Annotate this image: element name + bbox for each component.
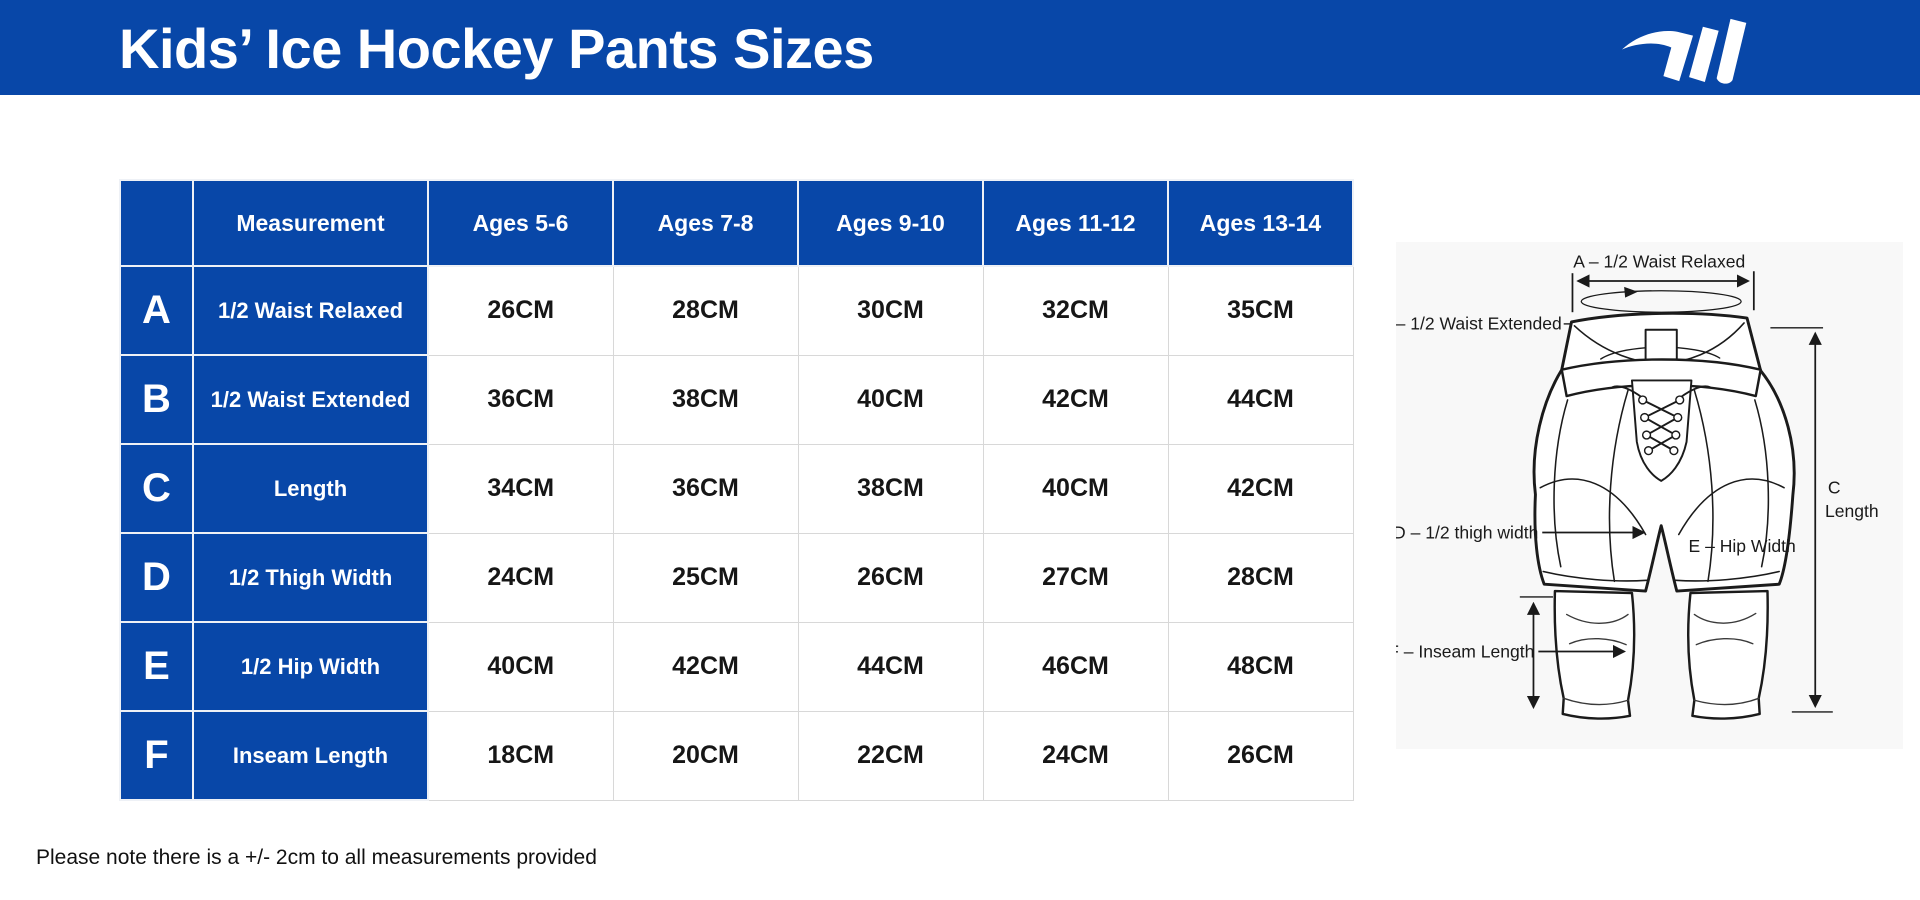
value-cell: 38CM <box>797 443 984 534</box>
value-cell: 28CM <box>612 265 799 356</box>
value-cell: 35CM <box>1167 265 1354 356</box>
diagram-label-length-word: Length <box>1825 501 1879 521</box>
column-header-measurement: Measurement <box>192 179 429 267</box>
value-cell: 40CM <box>427 621 614 712</box>
measurement-cell: Inseam Length <box>192 710 429 801</box>
value-cell: 40CM <box>797 354 984 445</box>
diagram-label-length-letter: C <box>1828 478 1841 498</box>
row-letter-cell: F <box>119 710 194 801</box>
size-table: Measurement Ages 5-6 Ages 7-8 Ages 9-10 … <box>119 179 1354 801</box>
page-title: Kids’ Ice Hockey Pants Sizes <box>119 17 874 80</box>
value-cell: 48CM <box>1167 621 1354 712</box>
table-row: C Length 34CM 36CM 38CM 40CM 42CM <box>119 443 1354 534</box>
value-cell: 34CM <box>427 443 614 534</box>
value-cell: 46CM <box>982 621 1169 712</box>
value-cell: 44CM <box>797 621 984 712</box>
table-row: E 1/2 Hip Width 40CM 42CM 44CM 46CM 48CM <box>119 621 1354 712</box>
brand-logo-icon <box>1621 18 1747 84</box>
value-cell: 44CM <box>1167 354 1354 445</box>
table-row: F Inseam Length 18CM 20CM 22CM 24CM 26CM <box>119 710 1354 801</box>
diagram-label-waist-relaxed: A – 1/2 Waist Relaxed <box>1573 251 1745 271</box>
waist-direction-arrowhead <box>1624 286 1638 298</box>
value-cell: 20CM <box>612 710 799 801</box>
table-row: B 1/2 Waist Extended 36CM 38CM 40CM 42CM… <box>119 354 1354 445</box>
measurement-cell: Length <box>192 443 429 534</box>
diagram-label-waist-extended: B – 1/2 Waist Extended <box>1396 314 1562 334</box>
value-cell: 36CM <box>427 354 614 445</box>
value-cell: 40CM <box>982 443 1169 534</box>
value-cell: 26CM <box>1167 710 1354 801</box>
row-letter-cell: B <box>119 354 194 445</box>
value-cell: 42CM <box>982 354 1169 445</box>
header-bar: Kids’ Ice Hockey Pants Sizes <box>0 0 1920 95</box>
row-letter-cell: D <box>119 532 194 623</box>
value-cell: 26CM <box>427 265 614 356</box>
value-cell: 42CM <box>1167 443 1354 534</box>
column-header-ages-11-12: Ages 11-12 <box>982 179 1169 267</box>
value-cell: 22CM <box>797 710 984 801</box>
value-cell: 27CM <box>982 532 1169 623</box>
row-letter-cell: E <box>119 621 194 712</box>
value-cell: 38CM <box>612 354 799 445</box>
column-header-ages-13-14: Ages 13-14 <box>1167 179 1354 267</box>
corner-cell <box>119 179 194 267</box>
column-header-ages-7-8: Ages 7-8 <box>612 179 799 267</box>
measurement-cell: 1/2 Thigh Width <box>192 532 429 623</box>
value-cell: 30CM <box>797 265 984 356</box>
value-cell: 24CM <box>427 532 614 623</box>
value-cell: 42CM <box>612 621 799 712</box>
value-cell: 24CM <box>982 710 1169 801</box>
hockey-pants-illustration: A – 1/2 Waist Relaxed B – 1/2 Waist Exte… <box>1396 251 1879 720</box>
value-cell: 32CM <box>982 265 1169 356</box>
measurement-cell: 1/2 Waist Relaxed <box>192 265 429 356</box>
row-letter-cell: A <box>119 265 194 356</box>
diagram-label-hip-width: E – Hip Width <box>1689 536 1796 556</box>
table-row: D 1/2 Thigh Width 24CM 25CM 26CM 27CM 28… <box>119 532 1354 623</box>
pants-measurement-diagram: A – 1/2 Waist Relaxed B – 1/2 Waist Exte… <box>1396 242 1903 749</box>
table-header-row: Measurement Ages 5-6 Ages 7-8 Ages 9-10 … <box>119 179 1354 267</box>
diagram-label-inseam-length: F – Inseam Length <box>1396 641 1534 661</box>
value-cell: 25CM <box>612 532 799 623</box>
value-cell: 26CM <box>797 532 984 623</box>
table-row: A 1/2 Waist Relaxed 26CM 28CM 30CM 32CM … <box>119 265 1354 356</box>
value-cell: 28CM <box>1167 532 1354 623</box>
column-header-ages-9-10: Ages 9-10 <box>797 179 984 267</box>
diagram-label-thigh-width: D – 1/2 thigh width <box>1396 522 1538 542</box>
value-cell: 18CM <box>427 710 614 801</box>
column-header-ages-5-6: Ages 5-6 <box>427 179 614 267</box>
measurement-cell: 1/2 Waist Extended <box>192 354 429 445</box>
value-cell: 36CM <box>612 443 799 534</box>
row-letter-cell: C <box>119 443 194 534</box>
tolerance-footnote: Please note there is a +/- 2cm to all me… <box>36 846 597 869</box>
measurement-cell: 1/2 Hip Width <box>192 621 429 712</box>
